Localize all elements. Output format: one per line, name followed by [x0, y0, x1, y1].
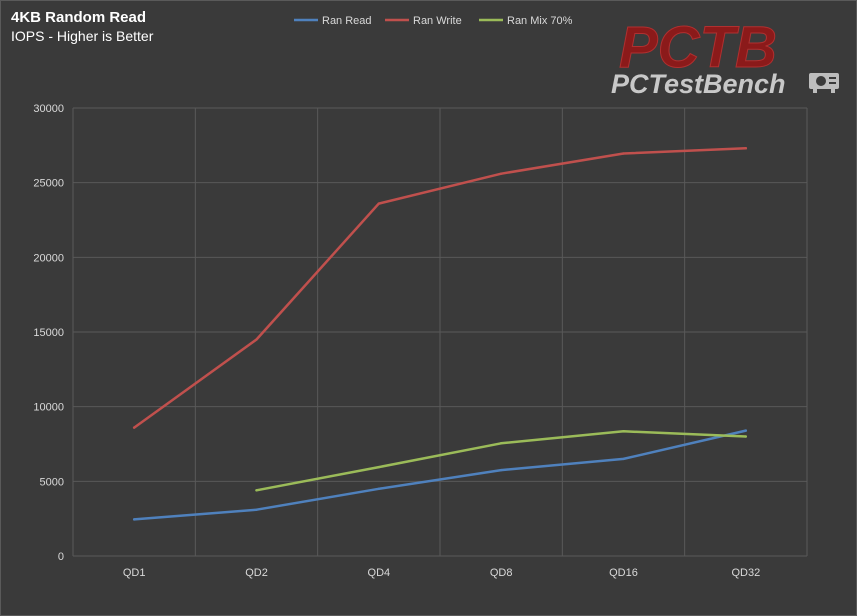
series-line-0 [132, 429, 748, 521]
x-tick-label: QD4 [368, 567, 391, 579]
logo-mark-text: PCTB [619, 15, 777, 80]
legend: Ran Read Ran Write Ran Mix 70% [294, 15, 573, 27]
y-tick-label: 25000 [33, 178, 64, 190]
pctb-logo: PCTB PCTestBench [611, 15, 839, 99]
y-axis-ticks: 0 5000 10000 15000 20000 25000 30000 [33, 103, 64, 563]
series-lines [132, 147, 748, 521]
x-axis-ticks: QD1 QD2 QD4 QD8 QD16 QD32 [123, 567, 760, 579]
legend-label: Ran Read [322, 15, 372, 27]
y-tick-label: 0 [58, 551, 64, 563]
y-tick-label: 15000 [33, 327, 64, 339]
chart-subtitle: IOPS - Higher is Better [11, 28, 154, 44]
data-point [132, 518, 136, 521]
data-point [622, 152, 625, 155]
data-point [255, 508, 258, 511]
series-line-1 [132, 147, 748, 429]
data-point [377, 202, 381, 205]
y-tick-label: 10000 [33, 402, 64, 414]
data-point [744, 429, 748, 432]
data-point [622, 430, 625, 433]
y-tick-label: 5000 [40, 476, 64, 488]
legend-label: Ran Mix 70% [507, 15, 573, 27]
x-tick-label: QD2 [245, 567, 268, 579]
data-point [255, 489, 258, 492]
x-tick-label: QD16 [609, 567, 638, 579]
chart-title: 4KB Random Read [11, 9, 147, 26]
legend-label: Ran Write [413, 15, 462, 27]
data-point [499, 442, 503, 445]
x-tick-label: QD8 [490, 567, 513, 579]
data-point [499, 172, 503, 175]
x-tick-label: QD1 [123, 567, 146, 579]
y-tick-label: 20000 [33, 252, 64, 264]
y-tick-label: 30000 [33, 103, 64, 115]
data-point [744, 147, 748, 150]
data-point [499, 468, 503, 472]
data-point [377, 487, 381, 490]
data-point [377, 465, 381, 469]
projector-icon [809, 73, 839, 93]
gridlines [72, 107, 808, 557]
logo-brand-text: PCTestBench [611, 69, 786, 99]
data-point [255, 338, 258, 341]
data-point [622, 457, 625, 461]
x-tick-label: QD32 [731, 567, 760, 579]
data-point [744, 435, 748, 438]
data-point [132, 426, 136, 429]
